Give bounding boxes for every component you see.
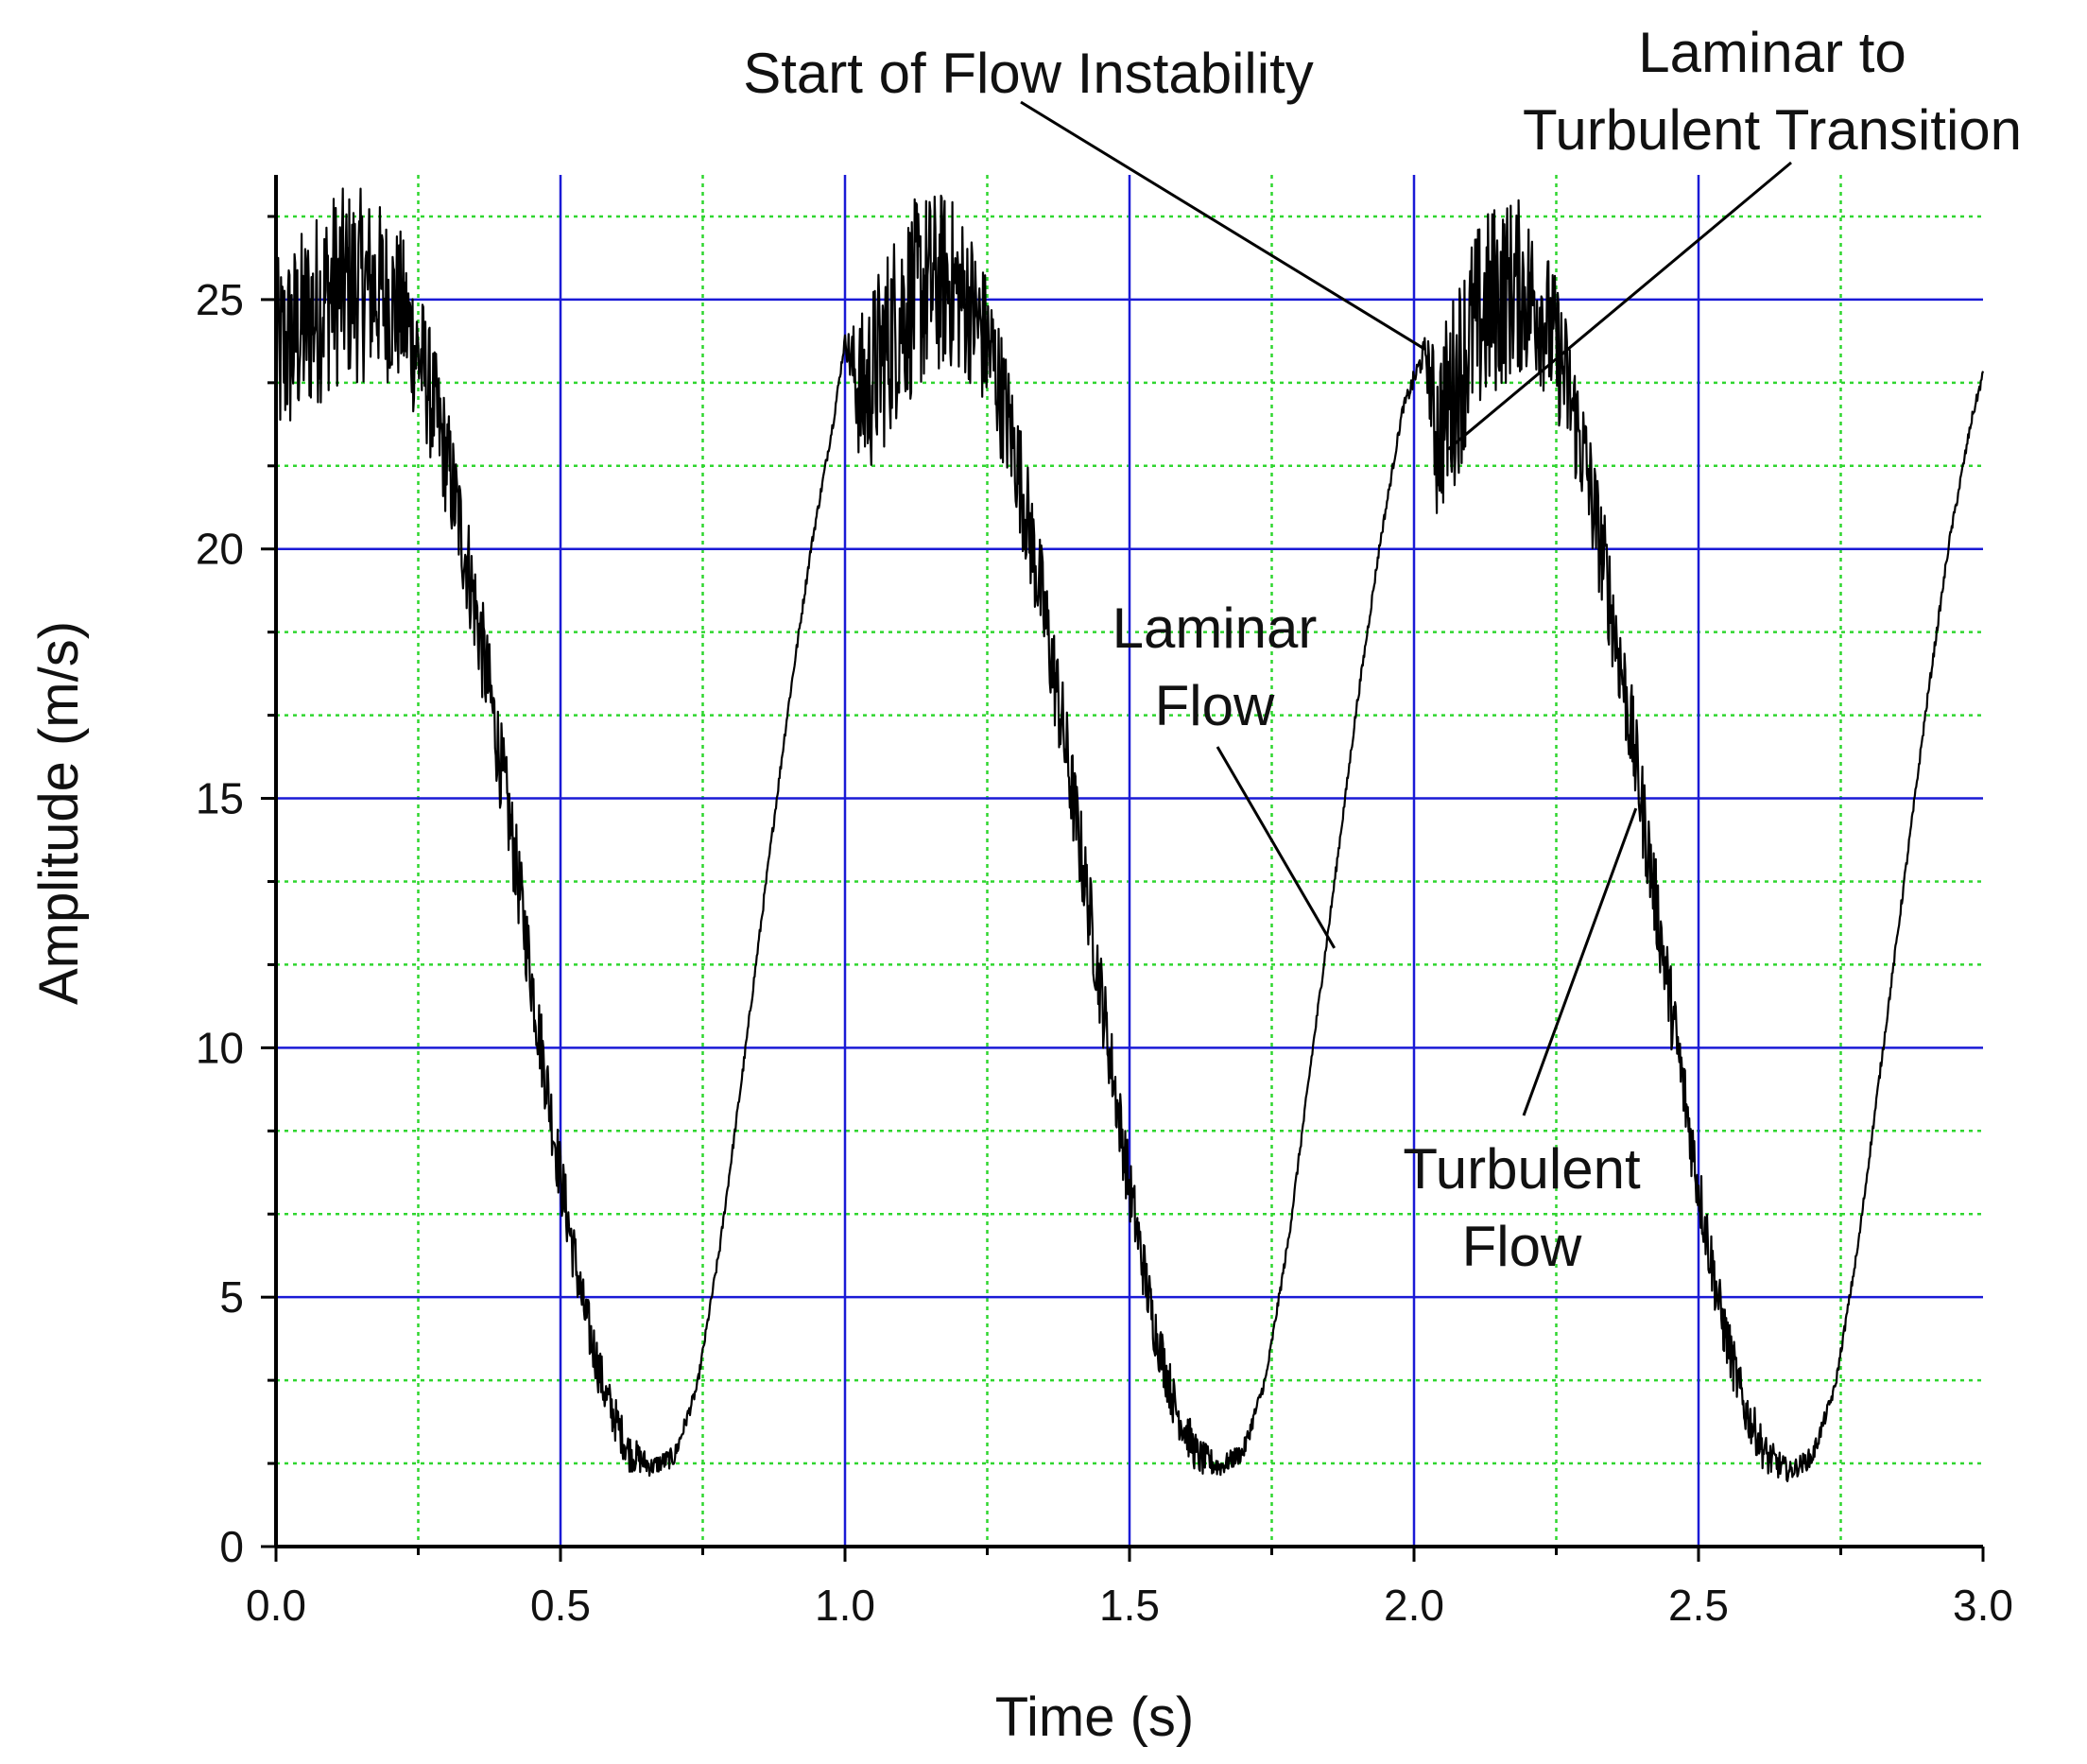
- annotation-leader-line: [1522, 807, 1638, 1116]
- y-tick-label: 0: [219, 1522, 244, 1571]
- annotation-text: Laminar to: [1638, 21, 1906, 84]
- annotation-text: Flow: [1462, 1215, 1582, 1278]
- x-tick-label: 1.0: [815, 1581, 875, 1630]
- annotation-text: Flow: [1155, 674, 1275, 737]
- annotation-text: Turbulent: [1403, 1137, 1641, 1201]
- series-group: [274, 187, 1985, 1482]
- y-tick-label: 10: [196, 1023, 244, 1072]
- annotation-leader-line: [1216, 746, 1337, 949]
- y-axis-title: Amplitude (m/s): [28, 621, 90, 1005]
- x-tick-label: 2.5: [1668, 1581, 1729, 1630]
- x-tick-label: 2.0: [1384, 1581, 1444, 1630]
- y-tick-label: 25: [196, 275, 244, 324]
- y-tick-label: 5: [219, 1272, 244, 1322]
- annotation-text: Turbulent Transition: [1523, 98, 2022, 162]
- annotations: Start of Flow Instability Laminar to Turbu…: [743, 21, 2022, 1278]
- axis-ticks: 0.0 0.5 1.0 1.5 2.0 2.5 3.0 0 5 10 15 20 25: [196, 215, 2013, 1630]
- annotation: Start of Flow Instability: [743, 42, 1426, 351]
- annotation: Turbulent Flow: [1403, 807, 1641, 1278]
- annotation: Laminar Flow: [1112, 597, 1337, 949]
- annotation-text: Start of Flow Instability: [743, 42, 1314, 105]
- y-tick-label: 20: [196, 525, 244, 574]
- x-tick-label: 0.0: [246, 1581, 306, 1630]
- major-grid: [276, 175, 1983, 1547]
- annotation-leader-line: [1020, 100, 1426, 351]
- x-tick-label: 3.0: [1953, 1581, 2013, 1630]
- annotation-leader-line: [1447, 161, 1792, 451]
- x-tick-label: 0.5: [530, 1581, 591, 1630]
- annotation: Laminar to Turbulent Transition: [1447, 21, 2022, 451]
- x-axis-title: Time (s): [995, 1686, 1194, 1748]
- annotation-text: Laminar: [1112, 597, 1318, 660]
- series-line: [274, 187, 1985, 1482]
- x-tick-label: 1.5: [1099, 1581, 1160, 1630]
- y-tick-label: 15: [196, 774, 244, 823]
